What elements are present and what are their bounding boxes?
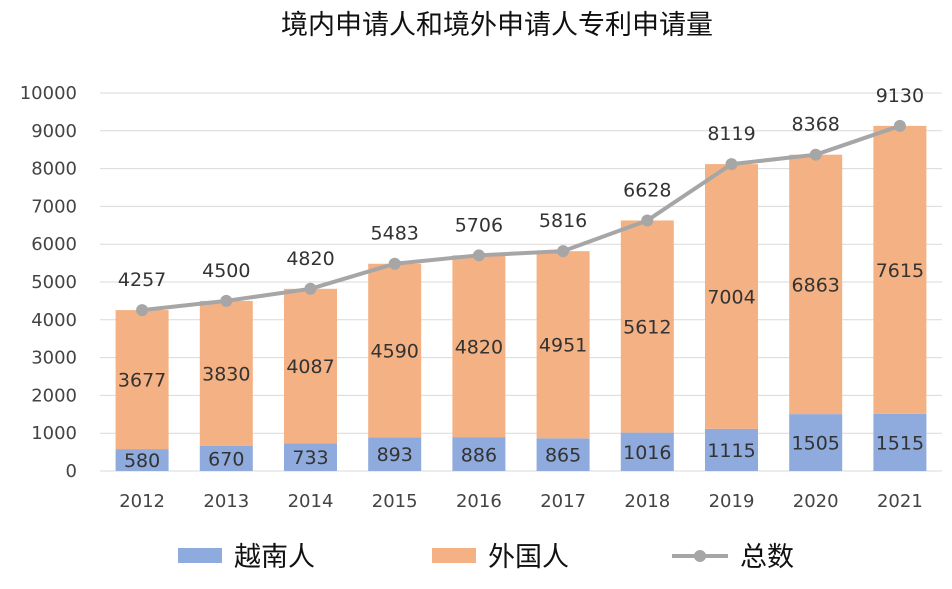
x-tick-label: 2018 (624, 491, 670, 512)
bar-value-label: 7615 (876, 260, 924, 282)
bar-vietnamese (284, 443, 337, 471)
bar-foreign (620, 220, 674, 433)
total-point (641, 214, 654, 227)
y-tick-label: 6000 (31, 234, 77, 255)
bar-foreign (368, 263, 422, 438)
bar-data-labels: 580 670 733 893 886 865 1016 1115 1505 1515 3677 38… (118, 260, 924, 472)
x-tick-label: 2015 (372, 491, 418, 512)
x-tick-label: 2012 (119, 491, 165, 512)
total-value-label: 5706 (455, 214, 503, 236)
total-point (472, 249, 485, 262)
total-value-label: 5816 (539, 210, 587, 232)
bar-value-label: 4087 (286, 356, 334, 378)
bar-value-label: 886 (461, 444, 497, 466)
total-value-label: 6628 (623, 179, 671, 201)
bar-vietnamese (873, 413, 927, 471)
y-tick-label: 1000 (31, 423, 77, 444)
y-tick-label: 5000 (31, 272, 77, 293)
y-tick-label: 8000 (31, 159, 77, 180)
x-tick-label: 2016 (456, 491, 502, 512)
bar-foreign (536, 251, 590, 439)
y-tick-label: 10000 (20, 83, 77, 104)
bar-value-label: 1115 (707, 440, 755, 462)
total-point (304, 282, 317, 295)
bar-foreign (115, 310, 169, 450)
legend-swatch (432, 548, 476, 563)
bar-foreign (705, 164, 758, 429)
x-tick-label: 2020 (793, 491, 839, 512)
bar-value-label: 5612 (623, 317, 671, 339)
y-tick-label: 4000 (31, 310, 77, 331)
bar-vietnamese (705, 428, 758, 471)
total-point (136, 304, 149, 317)
chart-title: 境内申请人和境外申请人专利申请量 (281, 10, 713, 41)
bar-foreign (199, 300, 253, 446)
bar-value-label: 7004 (707, 286, 755, 308)
bar-value-label: 4820 (455, 336, 503, 358)
bar-value-label: 4951 (539, 335, 587, 357)
legend: 越南人 外国人 总数 (178, 542, 794, 573)
total-value-label: 9130 (876, 85, 924, 107)
y-tick-label: 2000 (31, 385, 77, 406)
total-value-label: 4257 (118, 269, 166, 291)
bar-vietnamese (199, 445, 253, 471)
total-value-label: 8119 (707, 123, 755, 145)
bar-value-label: 1515 (876, 432, 924, 454)
bar-value-label: 1505 (792, 433, 840, 455)
bar-value-label: 3830 (202, 363, 250, 385)
total-point (809, 148, 822, 161)
y-tick-label: 0 (66, 461, 77, 482)
bar-value-label: 670 (208, 448, 244, 470)
bar-foreign (789, 154, 843, 415)
y-axis: 0 1000 2000 3000 4000 5000 6000 7000 8000 9000 100… (20, 83, 77, 482)
legend-label: 总数 (740, 542, 794, 573)
total-point (388, 257, 401, 270)
bar-vietnamese (115, 449, 169, 471)
bar-value-label: 6863 (792, 274, 840, 296)
bar-value-label: 4590 (371, 340, 419, 362)
x-tick-label: 2019 (709, 491, 755, 512)
bar-value-label: 865 (545, 445, 581, 467)
x-tick-label: 2013 (203, 491, 249, 512)
x-tick-label: 2021 (877, 491, 923, 512)
x-tick-label: 2017 (540, 491, 586, 512)
x-tick-label: 2014 (288, 491, 334, 512)
bar-vietnamese (368, 437, 422, 471)
bar-vietnamese (620, 432, 674, 471)
bar-value-label: 893 (377, 444, 413, 466)
bar-series (115, 125, 927, 471)
total-value-label: 4820 (286, 248, 334, 270)
bar-vietnamese (536, 438, 590, 471)
bar-value-label: 580 (124, 450, 160, 472)
total-line (140, 123, 902, 313)
bar-foreign (873, 125, 927, 414)
bar-vietnamese (452, 437, 506, 471)
total-point (893, 119, 906, 132)
total-point (220, 294, 233, 307)
total-value-label: 4500 (202, 260, 250, 282)
y-tick-label: 7000 (31, 196, 77, 217)
total-value-label: 5483 (371, 223, 419, 245)
bar-vietnamese (789, 414, 843, 471)
bar-value-label: 3677 (118, 370, 166, 392)
bar-foreign (284, 288, 337, 444)
y-tick-label: 9000 (31, 121, 77, 142)
legend-label: 外国人 (488, 542, 569, 573)
total-point (725, 158, 738, 171)
total-value-label: 8368 (792, 114, 840, 136)
legend-marker (694, 550, 706, 562)
bar-value-label: 733 (292, 447, 328, 469)
y-tick-label: 3000 (31, 348, 77, 369)
total-line-series: 4257 4500 4820 5483 5706 5816 6628 8119 8368 9130 (118, 85, 924, 317)
legend-label: 越南人 (234, 542, 315, 573)
x-axis: 2012 2013 2014 2015 2016 2017 2018 2019 2020 2021 (119, 491, 923, 512)
legend-swatch (178, 548, 222, 563)
total-point (557, 245, 570, 258)
bar-value-label: 1016 (623, 442, 671, 464)
bar-foreign (452, 255, 506, 438)
